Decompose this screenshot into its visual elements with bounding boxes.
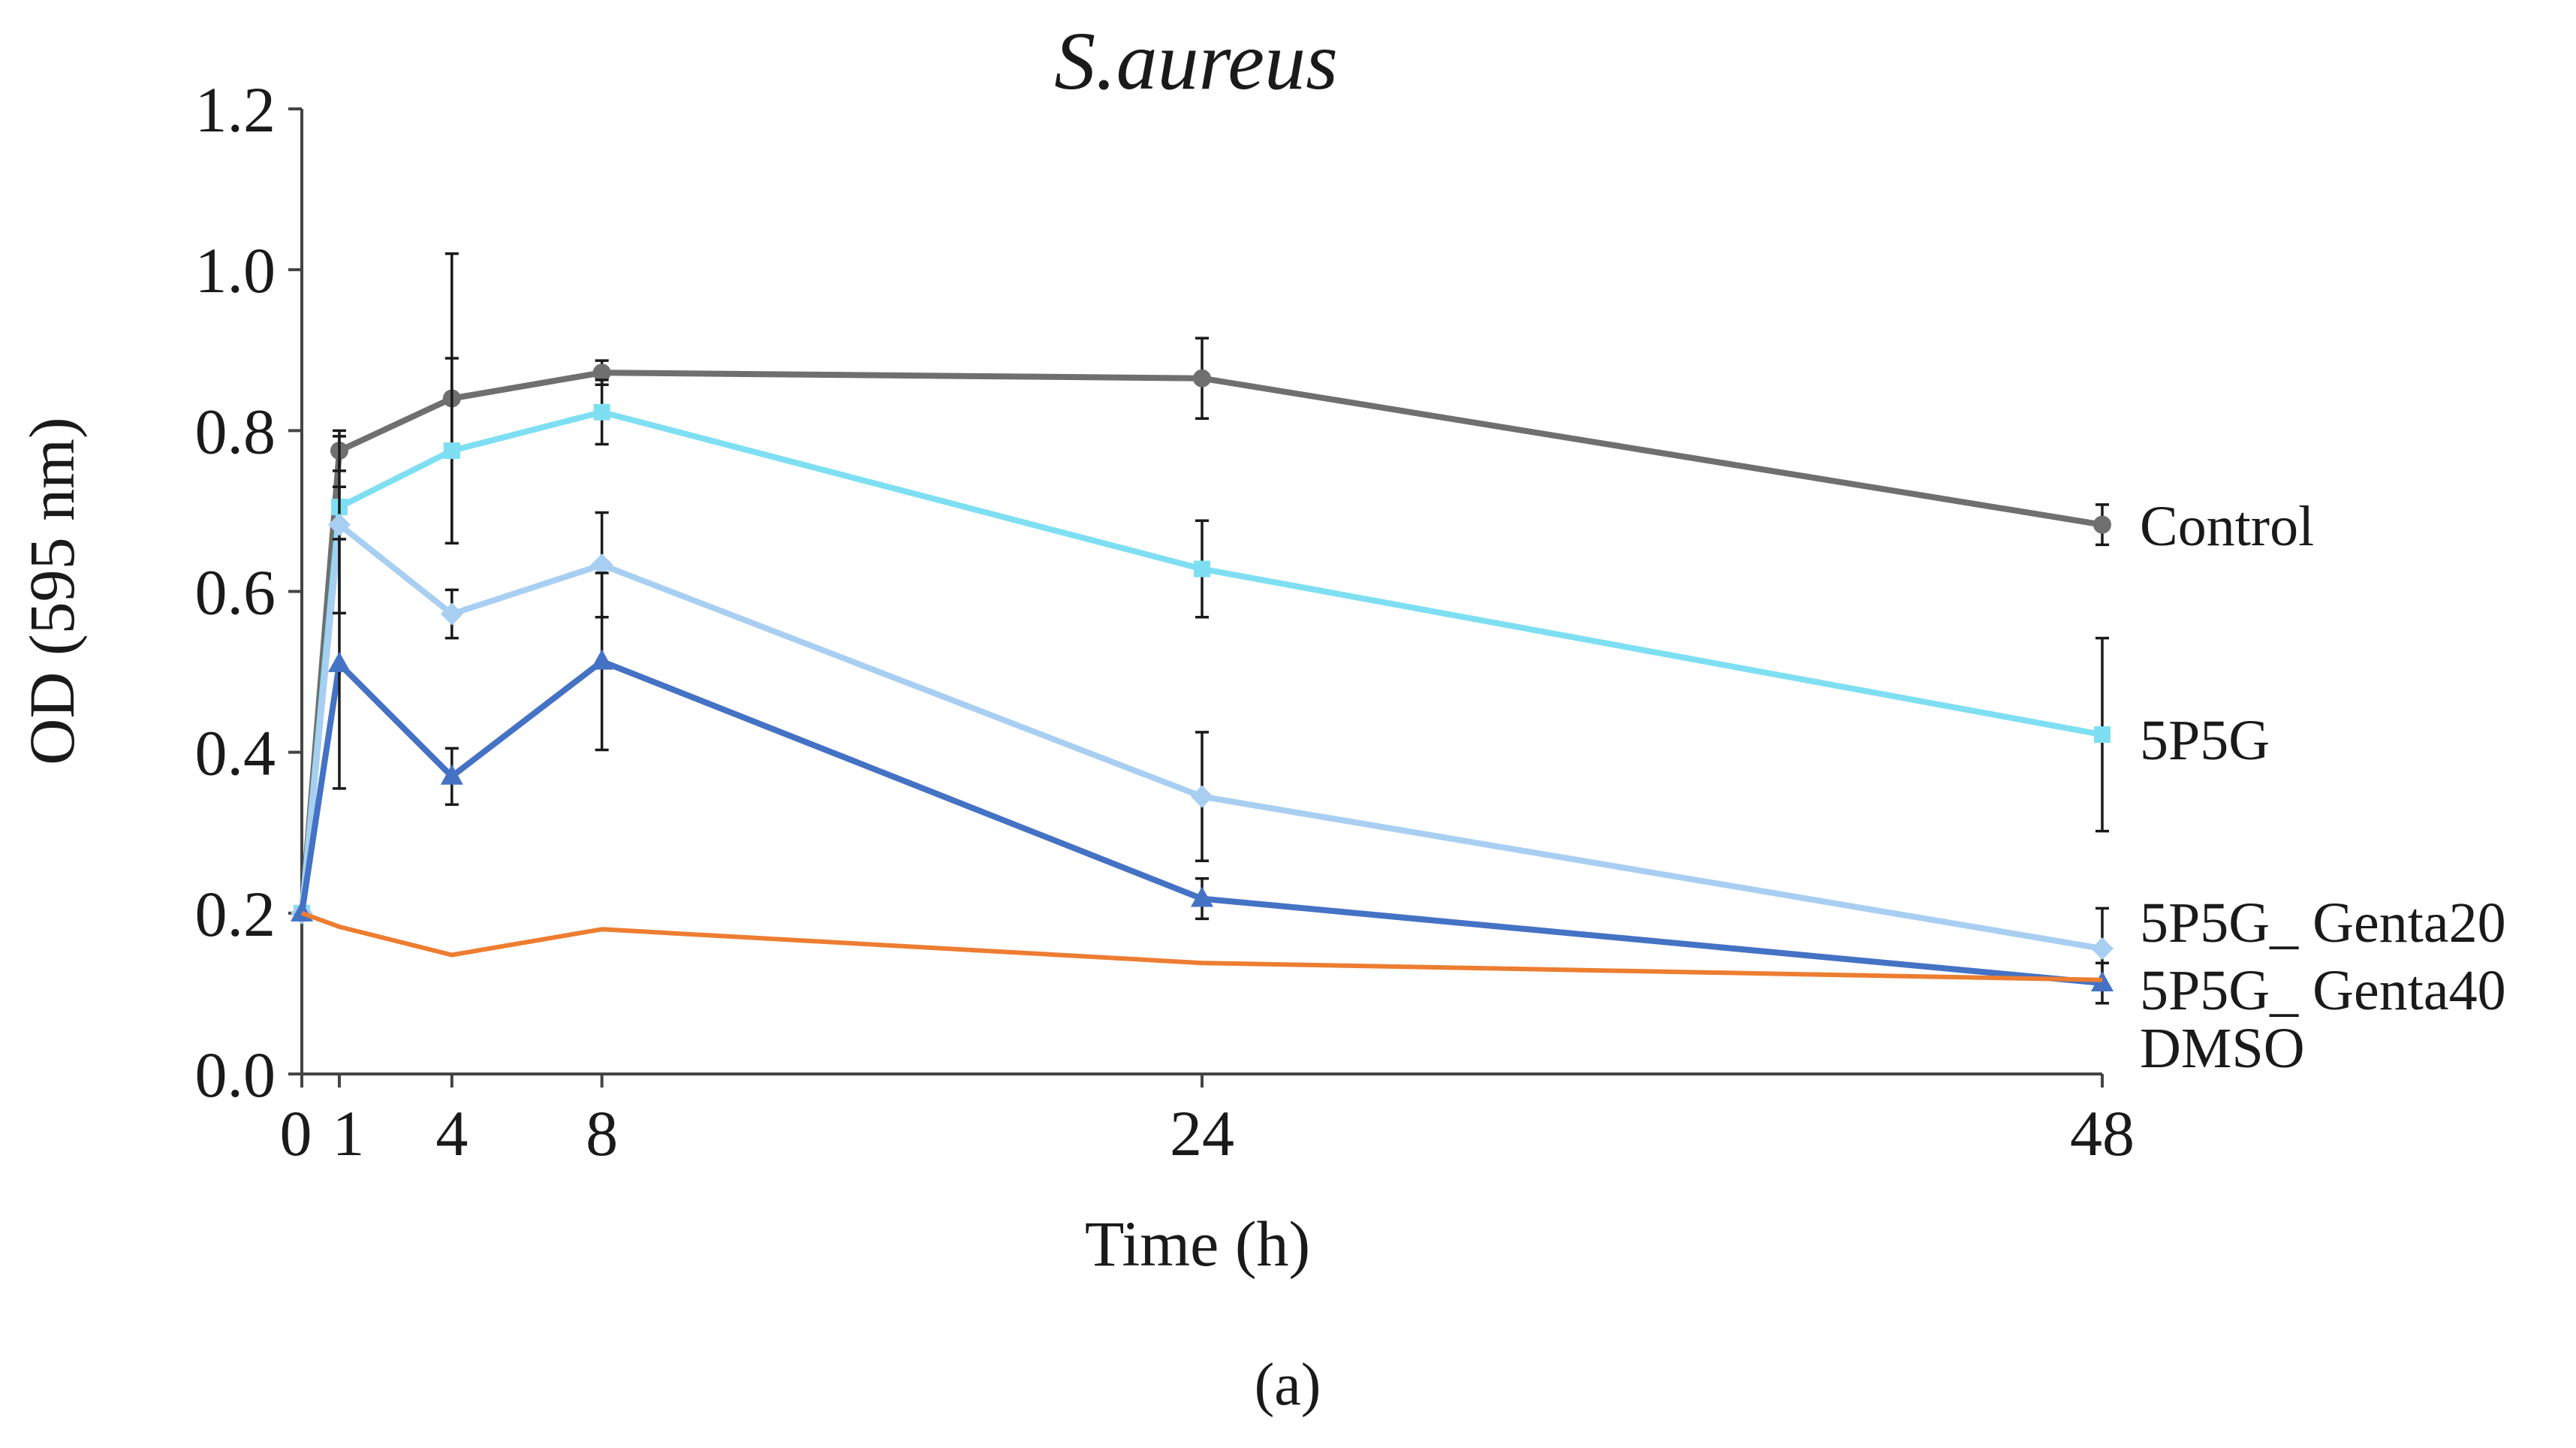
y-tick-label: 0.6 bbox=[195, 557, 276, 629]
data-point bbox=[443, 442, 460, 460]
x-axis-title: Time (h) bbox=[1085, 1208, 1310, 1280]
series-line bbox=[299, 521, 2103, 952]
data-point bbox=[1193, 369, 1211, 388]
data-point bbox=[1191, 886, 1213, 907]
series-3 bbox=[291, 538, 2114, 1005]
data-point bbox=[2094, 726, 2111, 744]
data-point bbox=[2091, 970, 2114, 991]
data-point bbox=[327, 513, 351, 536]
data-point bbox=[1191, 785, 1213, 808]
x-tick-label: 24 bbox=[1170, 1097, 1234, 1169]
x-tick-label: 1 bbox=[332, 1097, 364, 1169]
y-axis-title: OD (595 nm) bbox=[16, 417, 88, 765]
series-line bbox=[300, 910, 2103, 982]
data-point bbox=[590, 554, 613, 577]
legend-label: 5P5G_ Genta40 bbox=[2140, 959, 2506, 1022]
y-tick-label: 1.2 bbox=[195, 74, 276, 146]
chart-title: S.aureus bbox=[1054, 15, 1338, 107]
x-tick-label: 48 bbox=[2070, 1097, 2135, 1169]
panel-label: (a) bbox=[1255, 1352, 1321, 1418]
legend-label: Control bbox=[2140, 495, 2314, 558]
data-point bbox=[592, 364, 611, 382]
x-ticks: 0 1 4 8 24 48 bbox=[280, 1074, 2135, 1169]
x-tick-label: 8 bbox=[586, 1097, 618, 1169]
data-point bbox=[1194, 560, 1210, 578]
y-tick-label: 0.4 bbox=[195, 717, 276, 789]
legend-label: DMSO bbox=[2140, 1017, 2305, 1080]
legend-label: 5P5G bbox=[2140, 709, 2270, 772]
series-4 bbox=[300, 910, 2103, 982]
data-point bbox=[2091, 937, 2114, 960]
y-ticks: 0.0 0.2 0.4 0.6 0.8 1.0 1.2 bbox=[195, 74, 302, 1111]
y-tick-label: 1.0 bbox=[195, 234, 276, 306]
series-layer bbox=[291, 252, 2114, 1005]
legend-label: 5P5G_ Genta20 bbox=[2140, 891, 2506, 955]
x-tick-label: 0 bbox=[280, 1097, 312, 1169]
x-tick-label: 4 bbox=[435, 1097, 468, 1169]
data-point bbox=[440, 764, 463, 785]
data-point bbox=[2093, 515, 2111, 534]
y-tick-label: 0.8 bbox=[195, 395, 276, 467]
data-point bbox=[327, 651, 351, 672]
data-point bbox=[593, 403, 610, 421]
y-tick-label: 0.0 bbox=[195, 1039, 276, 1111]
y-tick-label: 0.2 bbox=[195, 878, 276, 950]
series-line bbox=[299, 658, 2103, 986]
data-point bbox=[590, 649, 613, 670]
data-point bbox=[440, 602, 463, 626]
